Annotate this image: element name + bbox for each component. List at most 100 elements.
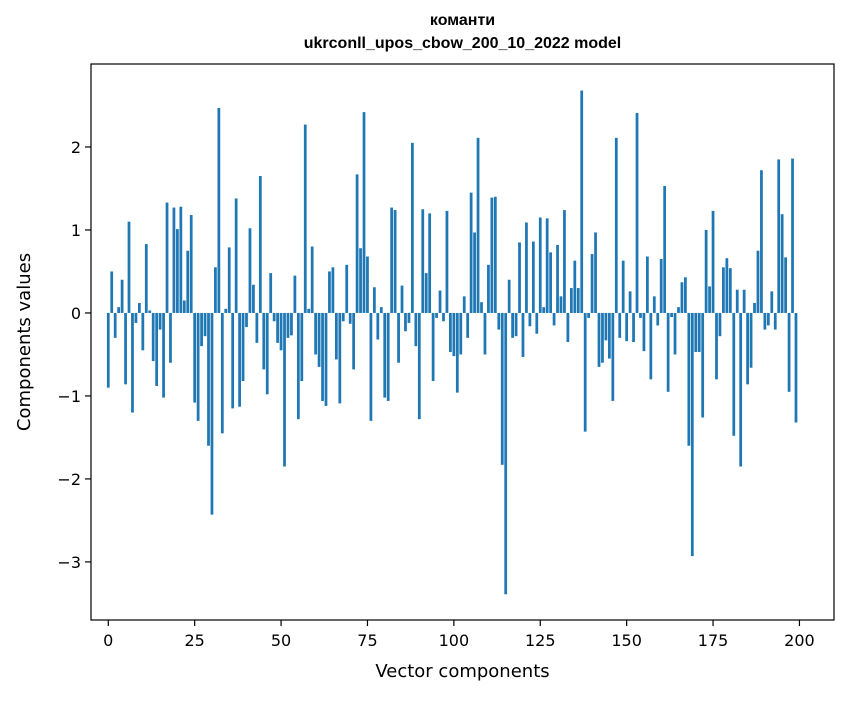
bar	[497, 312, 501, 330]
bar	[791, 158, 794, 313]
bar	[214, 267, 217, 313]
bar	[642, 312, 646, 352]
bar	[334, 312, 338, 360]
bar	[120, 279, 124, 313]
bar	[331, 267, 335, 313]
x-tick-label: 125	[525, 631, 556, 650]
bar	[438, 290, 442, 313]
x-tick-label: 175	[698, 631, 729, 650]
bar	[110, 271, 114, 313]
bar	[511, 312, 514, 338]
bar	[252, 284, 255, 313]
bar	[493, 196, 497, 313]
bar	[618, 312, 622, 338]
bar	[507, 279, 511, 313]
bar	[227, 247, 231, 313]
bar	[407, 312, 411, 323]
bar	[763, 312, 767, 330]
bar	[694, 312, 698, 352]
bar	[411, 142, 414, 313]
x-tick-label: 75	[357, 631, 377, 650]
bar	[200, 312, 203, 347]
bar	[607, 312, 611, 359]
bar	[224, 308, 228, 313]
chart-title-line-1: команти	[429, 12, 496, 29]
bar	[697, 312, 701, 352]
y-tick-label: 1	[71, 221, 81, 240]
bar	[649, 312, 653, 380]
bar	[238, 312, 241, 407]
bar	[186, 250, 190, 313]
bar	[293, 275, 297, 313]
bar	[449, 312, 452, 352]
bar	[732, 312, 736, 436]
bar	[559, 296, 563, 313]
x-tick-label: 200	[784, 631, 815, 650]
bar	[563, 210, 566, 313]
bar	[303, 124, 307, 313]
bar	[176, 229, 179, 313]
bar	[424, 273, 428, 313]
bar	[535, 312, 539, 334]
bar	[500, 312, 504, 465]
bar	[725, 258, 729, 313]
bar	[708, 286, 711, 313]
y-tick-label: 0	[71, 304, 81, 323]
bar	[780, 214, 784, 313]
bar	[314, 312, 318, 355]
bar	[117, 307, 121, 313]
bar	[718, 312, 722, 337]
bar	[770, 291, 774, 313]
bar	[663, 185, 667, 313]
bar	[148, 310, 152, 313]
bar	[742, 289, 746, 313]
y-tick-label: 2	[71, 138, 81, 157]
bar	[362, 112, 366, 313]
bar	[158, 312, 162, 330]
bar	[753, 303, 756, 313]
bar	[677, 307, 680, 313]
bar	[580, 90, 584, 313]
bar	[549, 252, 552, 313]
bar	[735, 289, 739, 313]
bar	[459, 312, 463, 355]
bar	[383, 312, 387, 398]
bar	[207, 312, 210, 446]
chart-title-line-2: ukrconll_upos_cbow_200_10_2022 model	[303, 35, 622, 52]
bar	[245, 312, 248, 328]
bar	[746, 312, 749, 385]
bar	[573, 260, 577, 313]
x-tick-label: 100	[439, 631, 470, 650]
bar	[670, 312, 673, 318]
bar	[635, 112, 639, 313]
bar	[646, 256, 649, 313]
bar	[404, 312, 407, 332]
bar	[749, 312, 753, 368]
bar	[469, 192, 473, 313]
x-axis-label: Vector components	[375, 661, 549, 682]
bar	[601, 312, 604, 363]
bar	[480, 302, 483, 313]
bar	[739, 312, 743, 467]
bar	[504, 312, 508, 595]
bar	[400, 285, 404, 313]
bar	[445, 210, 449, 313]
bar	[604, 312, 608, 341]
bar	[525, 222, 528, 313]
bar	[172, 207, 176, 313]
bar	[435, 312, 438, 318]
bar	[338, 312, 342, 404]
bar	[131, 312, 134, 413]
bar	[317, 312, 321, 367]
bar	[359, 248, 362, 313]
bar	[590, 254, 594, 313]
bar	[196, 312, 200, 421]
bar	[452, 312, 456, 357]
bar	[279, 312, 283, 351]
bar	[514, 312, 518, 337]
bar	[614, 137, 618, 313]
bar	[659, 259, 663, 313]
bar	[684, 277, 687, 313]
bar	[141, 312, 145, 351]
